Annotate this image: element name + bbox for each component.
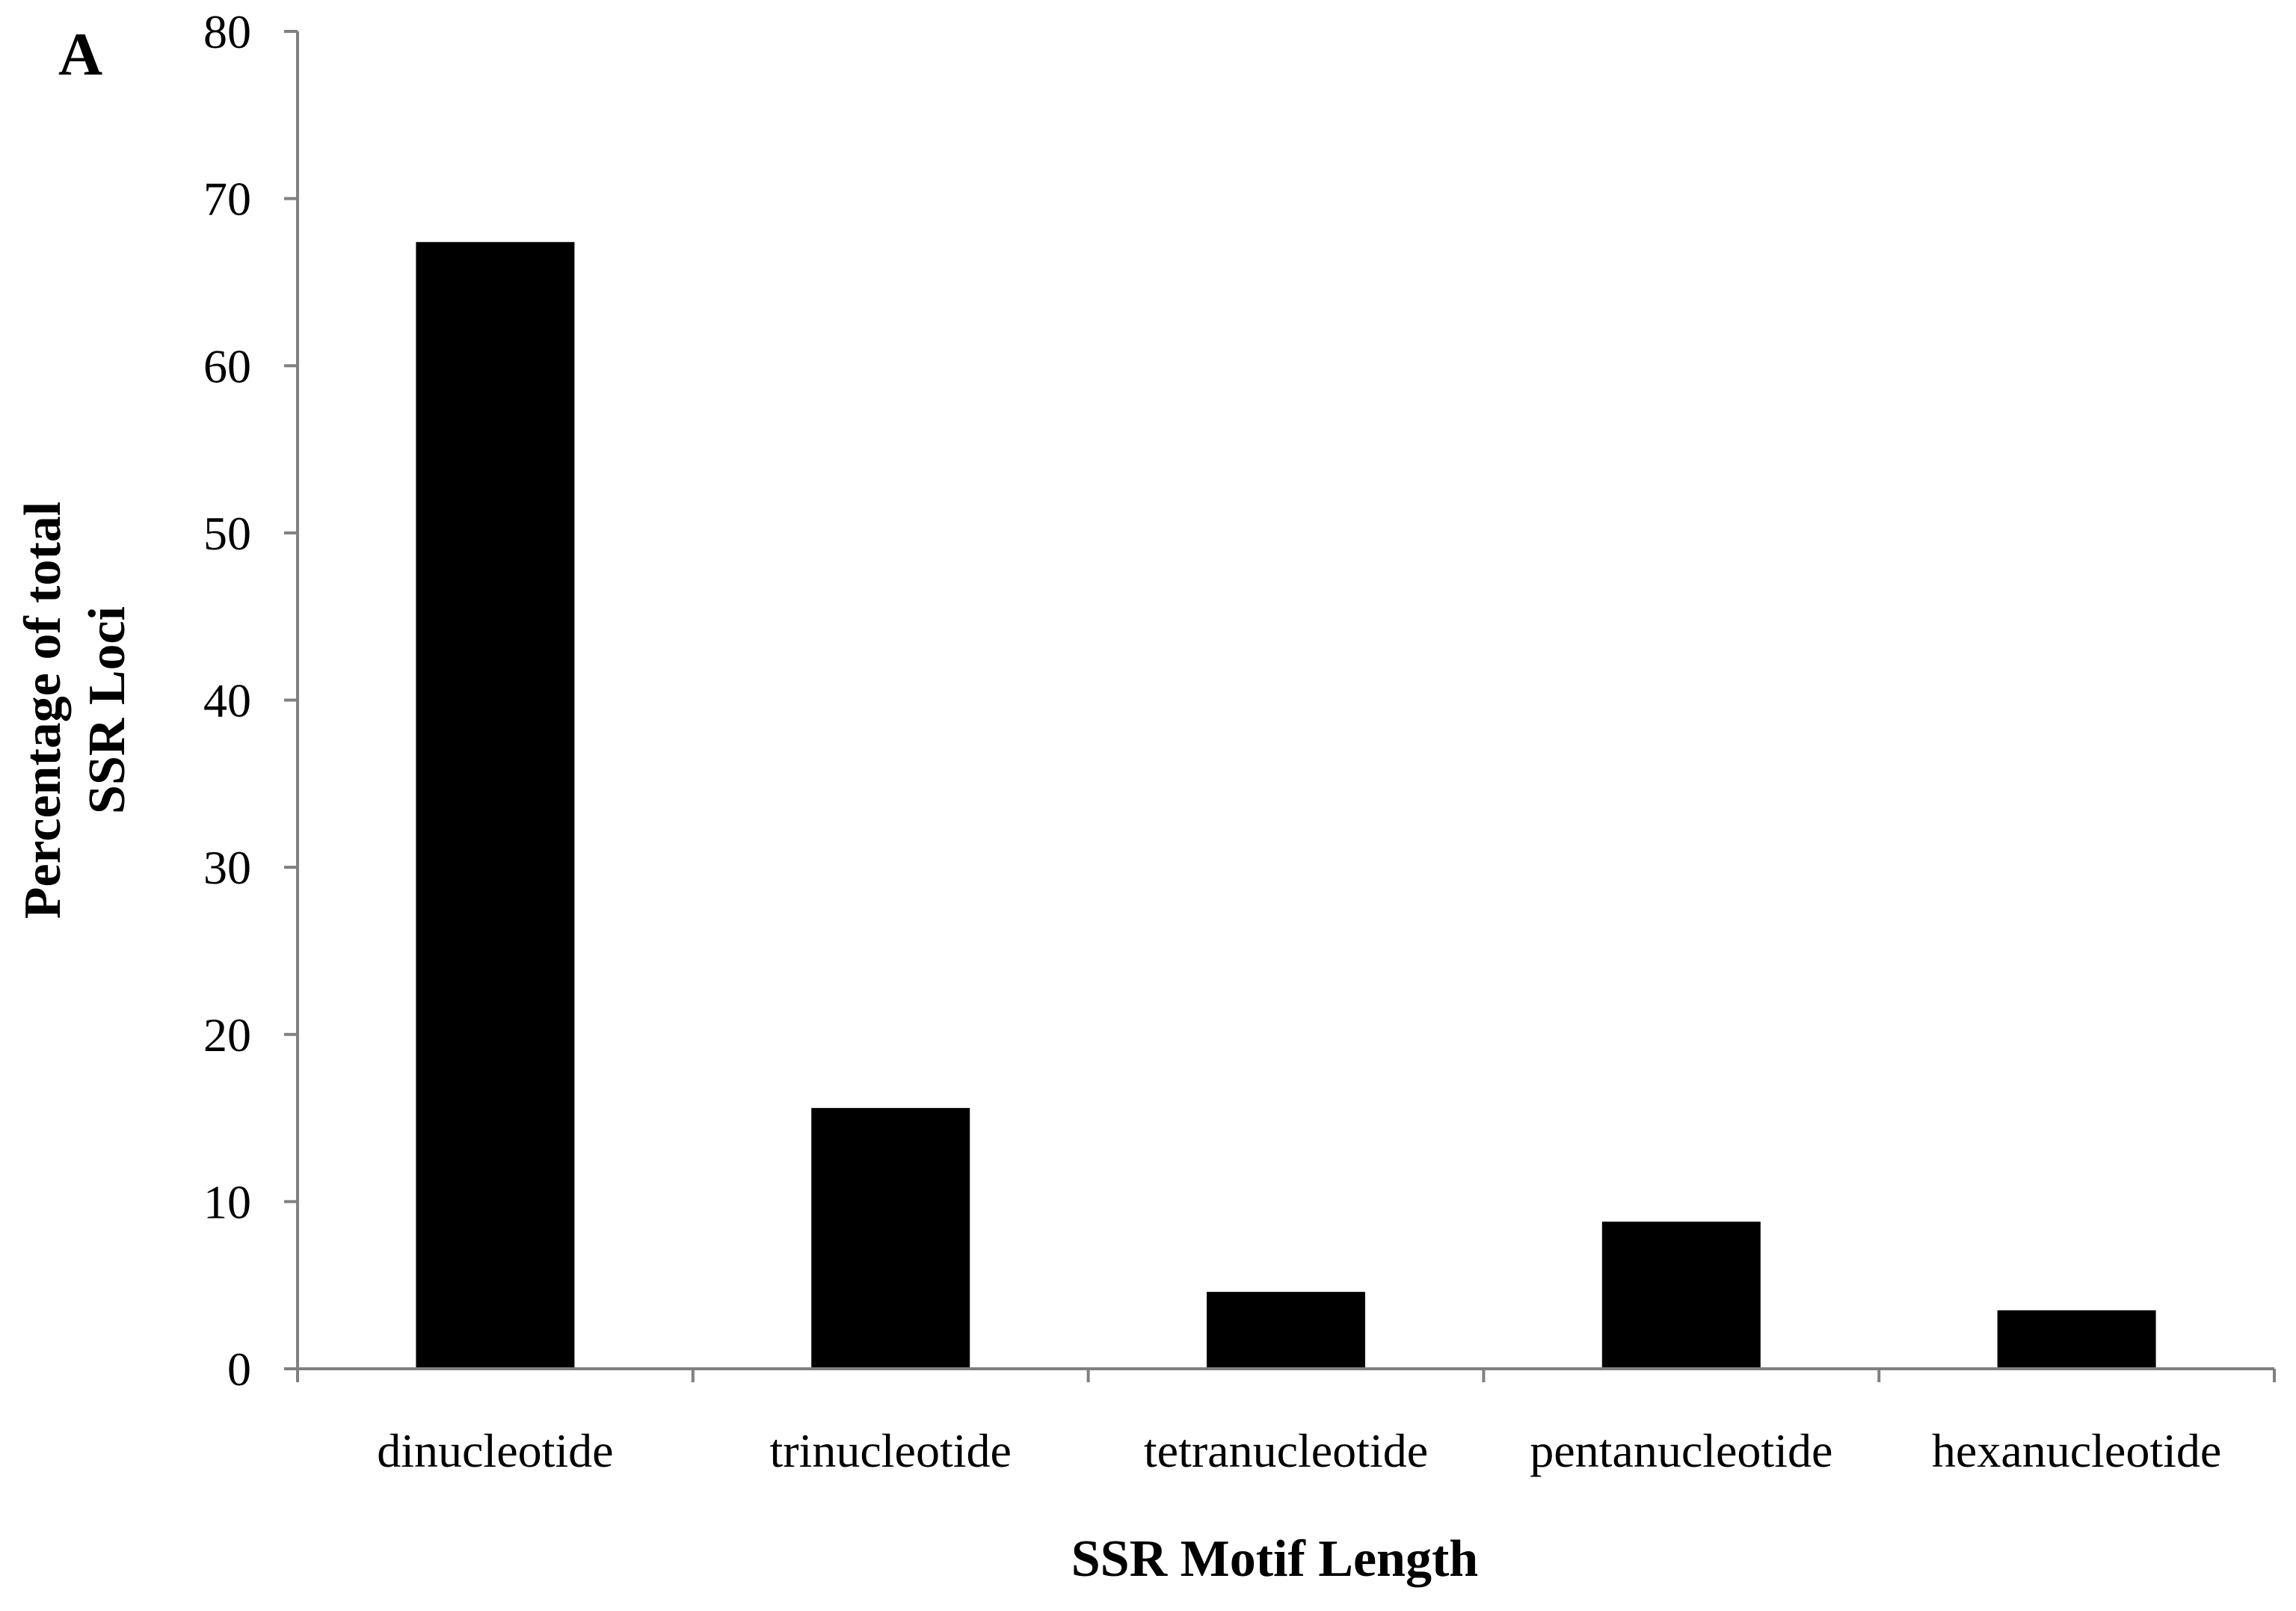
y-tick-label-70: 70 [203, 173, 251, 226]
x-axis-ticks [296, 1369, 2276, 1382]
category-label-tetranucleotide: tetranucleotide [1144, 1424, 1428, 1477]
y-tick-label-10: 10 [203, 1175, 251, 1228]
panel-label: A [58, 20, 102, 88]
bar-hexanucleotide [1997, 1310, 2156, 1369]
category-label-trinucleotide: trinucleotide [769, 1424, 1011, 1477]
bar-pentanucleotide [1601, 1222, 1761, 1369]
y-tick-label-0: 0 [227, 1343, 251, 1396]
y-tick-label-20: 20 [203, 1008, 251, 1062]
y-axis-title: Percentage of total SSR Loci [14, 502, 136, 919]
bars [416, 241, 2156, 1370]
category-label-hexanucleotide: hexanucleotide [1932, 1424, 2221, 1477]
y-tick-label-60: 60 [203, 339, 251, 392]
y-tick-label-80: 80 [203, 5, 251, 58]
y-axis-title-line-1: Percentage of total [14, 502, 72, 919]
y-tick-label-50: 50 [203, 507, 251, 560]
bar-dinucleotide [416, 241, 575, 1370]
category-label-pentanucleotide: pentanucleotide [1530, 1424, 1832, 1477]
x-axis-title: SSR Motif Length [1071, 1530, 1478, 1588]
category-label-dinucleotide: dinucleotide [377, 1424, 613, 1477]
category-labels: dinucleotide trinucleotide tetranucleotide… [377, 1424, 2221, 1477]
y-tick-label-30: 30 [203, 841, 251, 894]
bar-trinucleotide [811, 1108, 970, 1369]
y-tick-label-40: 40 [203, 674, 251, 727]
y-axis-ticks: 0 10 20 30 40 50 60 70 80 [203, 5, 298, 1396]
bar-tetranucleotide [1207, 1292, 1365, 1369]
y-axis-title-line-2: SSR Loci [79, 606, 136, 814]
